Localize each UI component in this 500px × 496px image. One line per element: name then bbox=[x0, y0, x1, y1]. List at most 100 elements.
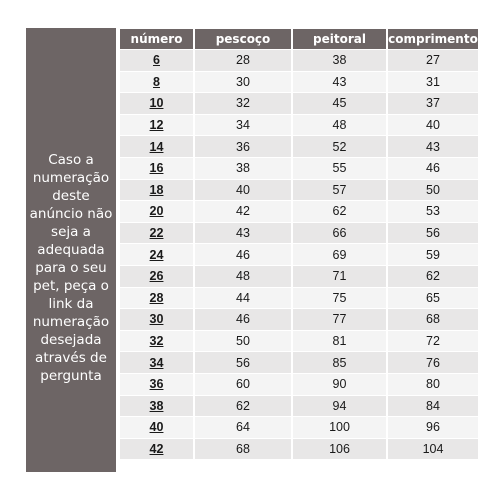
cell-peitoral: 38 bbox=[293, 50, 386, 71]
header-row: número pescoço peitoral comprimento bbox=[120, 29, 478, 49]
cell-numero: 10 bbox=[120, 93, 193, 114]
cell-pescoco: 46 bbox=[195, 244, 291, 265]
cell-pescoco: 50 bbox=[195, 330, 291, 352]
cell-comprimento: 68 bbox=[388, 309, 478, 330]
cell-peitoral: 57 bbox=[293, 179, 386, 201]
table-row: 30 46 77 68 bbox=[120, 309, 478, 330]
cell-pescoco: 64 bbox=[195, 417, 291, 438]
cell-numero: 28 bbox=[120, 287, 193, 309]
table-row: 40 64 100 96 bbox=[120, 417, 478, 438]
table-row: 36 60 90 80 bbox=[120, 373, 478, 395]
cell-peitoral: 55 bbox=[293, 157, 386, 179]
cell-peitoral: 71 bbox=[293, 265, 386, 287]
cell-numero: 18 bbox=[120, 179, 193, 201]
table-row: 14 36 52 43 bbox=[120, 136, 478, 157]
cell-numero: 26 bbox=[120, 265, 193, 287]
cell-pescoco: 30 bbox=[195, 71, 291, 93]
table-row: 12 34 48 40 bbox=[120, 114, 478, 136]
cell-numero: 36 bbox=[120, 373, 193, 395]
cell-numero: 8 bbox=[120, 71, 193, 93]
cell-pescoco: 62 bbox=[195, 395, 291, 417]
header-numero: número bbox=[120, 29, 193, 49]
table-row: 8 30 43 31 bbox=[120, 71, 478, 93]
table-row: 10 32 45 37 bbox=[120, 93, 478, 114]
cell-comprimento: 40 bbox=[388, 114, 478, 136]
cell-pescoco: 40 bbox=[195, 179, 291, 201]
cell-numero: 12 bbox=[120, 114, 193, 136]
header-comprimento: comprimento bbox=[388, 29, 478, 49]
cell-pescoco: 46 bbox=[195, 309, 291, 330]
table-row: 38 62 94 84 bbox=[120, 395, 478, 417]
cell-pescoco: 36 bbox=[195, 136, 291, 157]
cell-pescoco: 48 bbox=[195, 265, 291, 287]
cell-peitoral: 106 bbox=[293, 438, 386, 460]
table-row: 22 43 66 56 bbox=[120, 222, 478, 244]
cell-peitoral: 45 bbox=[293, 93, 386, 114]
table-row: 42 68 106 104 bbox=[120, 438, 478, 460]
cell-numero: 38 bbox=[120, 395, 193, 417]
cell-comprimento: 76 bbox=[388, 352, 478, 373]
size-table: número pescoço peitoral comprimento 6 28 3… bbox=[118, 28, 480, 460]
cell-comprimento: 65 bbox=[388, 287, 478, 309]
cell-comprimento: 37 bbox=[388, 93, 478, 114]
cell-comprimento: 59 bbox=[388, 244, 478, 265]
cell-numero: 30 bbox=[120, 309, 193, 330]
cell-pescoco: 43 bbox=[195, 222, 291, 244]
size-table-body: 6 28 38 27 8 30 43 31 10 32 45 37 12 34 48 40 14 36 52 43 16… bbox=[120, 50, 478, 460]
cell-numero: 6 bbox=[120, 50, 193, 71]
table-row: 20 42 62 53 bbox=[120, 201, 478, 222]
cell-peitoral: 43 bbox=[293, 71, 386, 93]
cell-comprimento: 84 bbox=[388, 395, 478, 417]
table-row: 26 48 71 62 bbox=[120, 265, 478, 287]
cell-pescoco: 56 bbox=[195, 352, 291, 373]
cell-comprimento: 104 bbox=[388, 438, 478, 460]
cell-peitoral: 77 bbox=[293, 309, 386, 330]
cell-peitoral: 81 bbox=[293, 330, 386, 352]
cell-comprimento: 72 bbox=[388, 330, 478, 352]
cell-peitoral: 85 bbox=[293, 352, 386, 373]
cell-numero: 22 bbox=[120, 222, 193, 244]
cell-numero: 14 bbox=[120, 136, 193, 157]
cell-comprimento: 80 bbox=[388, 373, 478, 395]
table-row: 18 40 57 50 bbox=[120, 179, 478, 201]
cell-numero: 32 bbox=[120, 330, 193, 352]
header-pescoco: pescoço bbox=[195, 29, 291, 49]
side-note-panel: Caso a numeração deste anúncio não seja … bbox=[26, 28, 116, 472]
cell-peitoral: 75 bbox=[293, 287, 386, 309]
cell-comprimento: 62 bbox=[388, 265, 478, 287]
cell-peitoral: 48 bbox=[293, 114, 386, 136]
cell-comprimento: 50 bbox=[388, 179, 478, 201]
cell-peitoral: 90 bbox=[293, 373, 386, 395]
table-row: 32 50 81 72 bbox=[120, 330, 478, 352]
cell-comprimento: 96 bbox=[388, 417, 478, 438]
cell-comprimento: 27 bbox=[388, 50, 478, 71]
cell-comprimento: 53 bbox=[388, 201, 478, 222]
cell-numero: 24 bbox=[120, 244, 193, 265]
cell-peitoral: 100 bbox=[293, 417, 386, 438]
size-table-header: número pescoço peitoral comprimento bbox=[120, 29, 478, 49]
side-note-text: Caso a numeração deste anúncio não seja … bbox=[29, 152, 113, 384]
cell-comprimento: 56 bbox=[388, 222, 478, 244]
table-row: 24 46 69 59 bbox=[120, 244, 478, 265]
cell-pescoco: 34 bbox=[195, 114, 291, 136]
cell-pescoco: 60 bbox=[195, 373, 291, 395]
cell-peitoral: 52 bbox=[293, 136, 386, 157]
table-row: 16 38 55 46 bbox=[120, 157, 478, 179]
cell-numero: 20 bbox=[120, 201, 193, 222]
cell-peitoral: 62 bbox=[293, 201, 386, 222]
cell-comprimento: 43 bbox=[388, 136, 478, 157]
cell-peitoral: 66 bbox=[293, 222, 386, 244]
cell-numero: 40 bbox=[120, 417, 193, 438]
cell-pescoco: 28 bbox=[195, 50, 291, 71]
table-row: 34 56 85 76 bbox=[120, 352, 478, 373]
cell-comprimento: 46 bbox=[388, 157, 478, 179]
cell-pescoco: 38 bbox=[195, 157, 291, 179]
cell-pescoco: 68 bbox=[195, 438, 291, 460]
cell-comprimento: 31 bbox=[388, 71, 478, 93]
table-row: 28 44 75 65 bbox=[120, 287, 478, 309]
cell-numero: 42 bbox=[120, 438, 193, 460]
header-peitoral: peitoral bbox=[293, 29, 386, 49]
cell-peitoral: 94 bbox=[293, 395, 386, 417]
cell-numero: 16 bbox=[120, 157, 193, 179]
